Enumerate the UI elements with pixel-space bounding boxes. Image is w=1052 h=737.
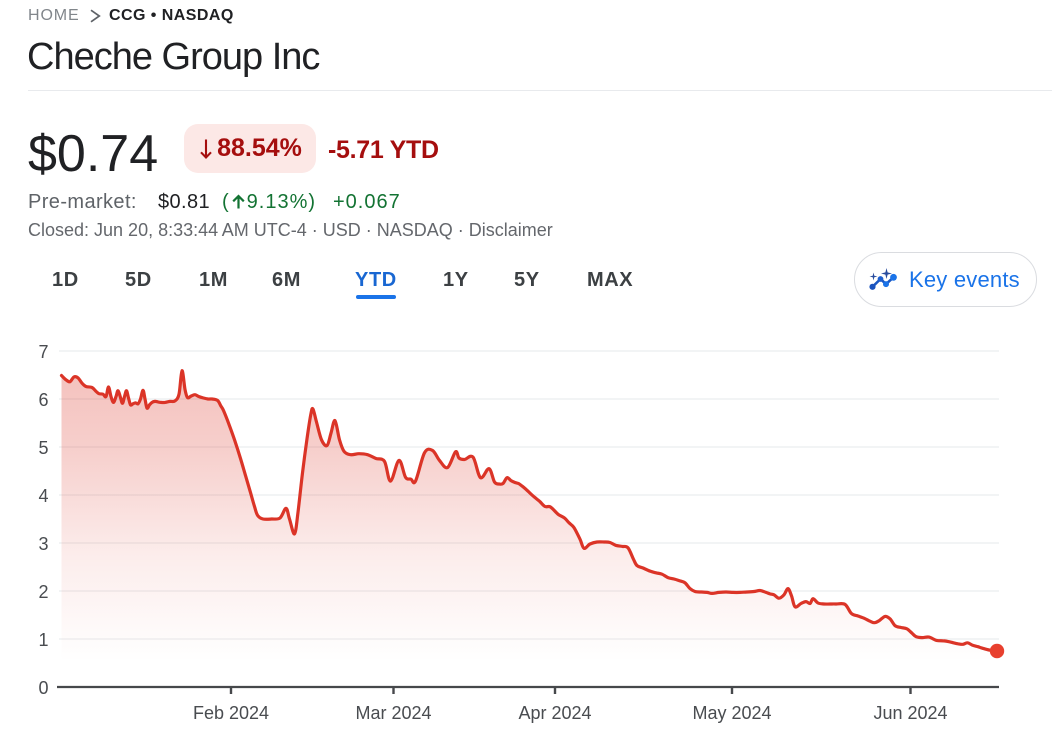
svg-text:6: 6: [38, 390, 48, 410]
svg-text:Mar 2024: Mar 2024: [355, 703, 431, 723]
svg-text:3: 3: [38, 534, 48, 554]
svg-text:1: 1: [38, 630, 48, 650]
svg-text:Feb 2024: Feb 2024: [193, 703, 269, 723]
svg-text:5: 5: [38, 438, 48, 458]
svg-text:May 2024: May 2024: [692, 703, 771, 723]
svg-text:2: 2: [38, 582, 48, 602]
svg-text:0: 0: [38, 678, 48, 698]
svg-text:7: 7: [38, 342, 48, 362]
svg-text:Apr 2024: Apr 2024: [518, 703, 591, 723]
svg-text:4: 4: [38, 486, 48, 506]
svg-text:Jun 2024: Jun 2024: [873, 703, 947, 723]
